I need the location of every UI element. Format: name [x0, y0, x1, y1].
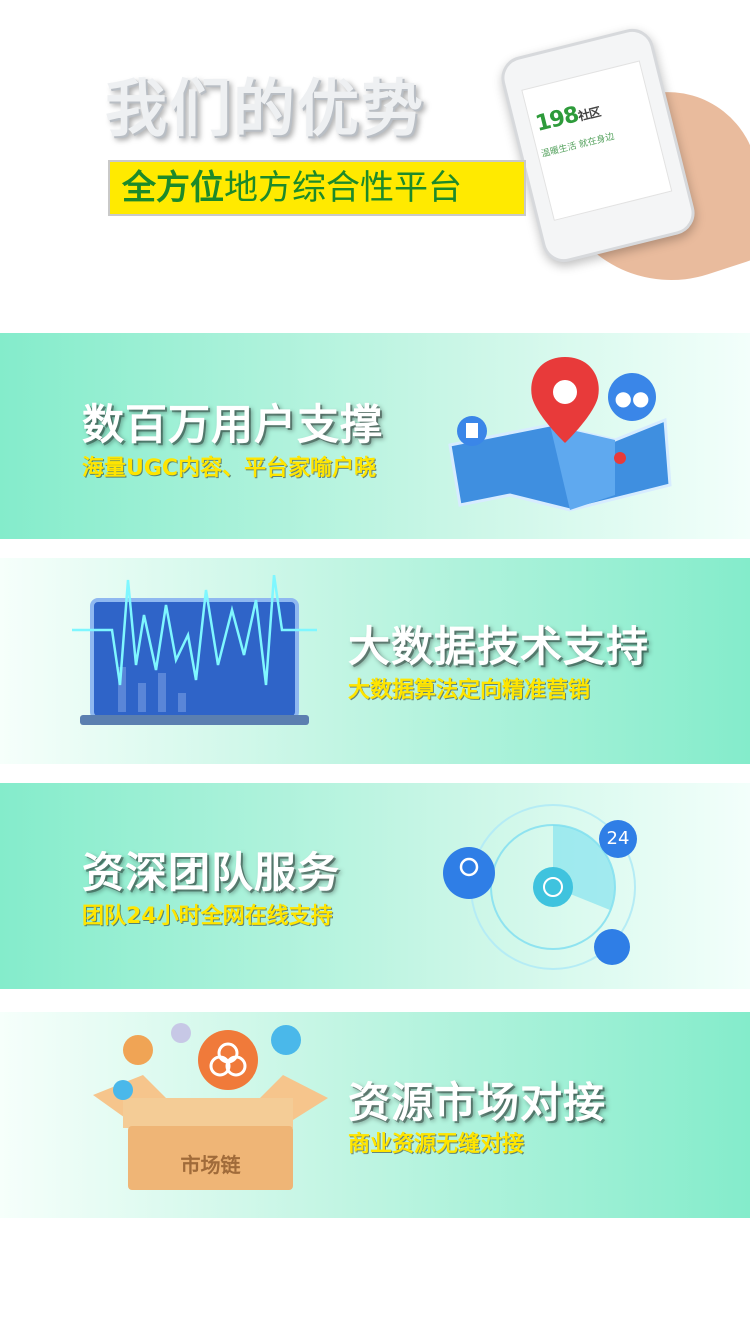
map-dot — [614, 452, 626, 464]
section-users-title: 数百万用户支撑 — [82, 400, 384, 449]
wifi-icon — [113, 1080, 133, 1100]
phone-illustration: 198社区 温暖生活 就在身边 — [496, 24, 700, 267]
heartbeat-line — [72, 575, 317, 686]
monitor-icon — [271, 1025, 301, 1055]
dot-icon — [171, 1023, 191, 1043]
page-subtitle: 全方位地方综合性平台 — [108, 160, 526, 216]
subtitle-bold: 全方位 — [122, 168, 224, 208]
section-bigdata-subtitle: 大数据算法定向精准营销 — [348, 678, 591, 703]
section-market-title: 资源市场对接 — [348, 1078, 607, 1127]
support-agent-icon — [443, 847, 495, 899]
box-top — [123, 1098, 293, 1128]
laptop-base — [80, 715, 309, 725]
handshake-icon — [594, 929, 630, 965]
section-users-subtitle: 海量UGC内容、平台家喻户晓 — [82, 456, 377, 481]
page-title: 我们的优势 — [105, 72, 426, 145]
users-icon — [608, 373, 656, 421]
section-market-subtitle: 商业资源无缝对接 — [348, 1132, 525, 1157]
section-bigdata-title: 大数据技术支持 — [348, 622, 650, 671]
shield-icon — [123, 1035, 153, 1065]
subtitle-rest: 地方综合性平台 — [224, 168, 462, 208]
section-team-title: 资深团队服务 — [82, 848, 341, 897]
box-front — [128, 1126, 293, 1190]
pin-center — [553, 380, 577, 404]
market-box-illustration — [93, 1023, 328, 1190]
map-fold — [550, 425, 615, 510]
world-map-illustration: ●● — [448, 357, 672, 512]
section-team-subtitle: 团队24小时全网在线支持 — [82, 904, 333, 929]
svg-text:●●: ●● — [615, 386, 650, 410]
laptop-chart-illustration — [72, 575, 317, 725]
radar-illustration — [443, 804, 636, 970]
market-box-label: 市场链 — [180, 1153, 241, 1177]
globe-icon — [533, 867, 573, 907]
hours-badge: 24 — [599, 820, 637, 858]
